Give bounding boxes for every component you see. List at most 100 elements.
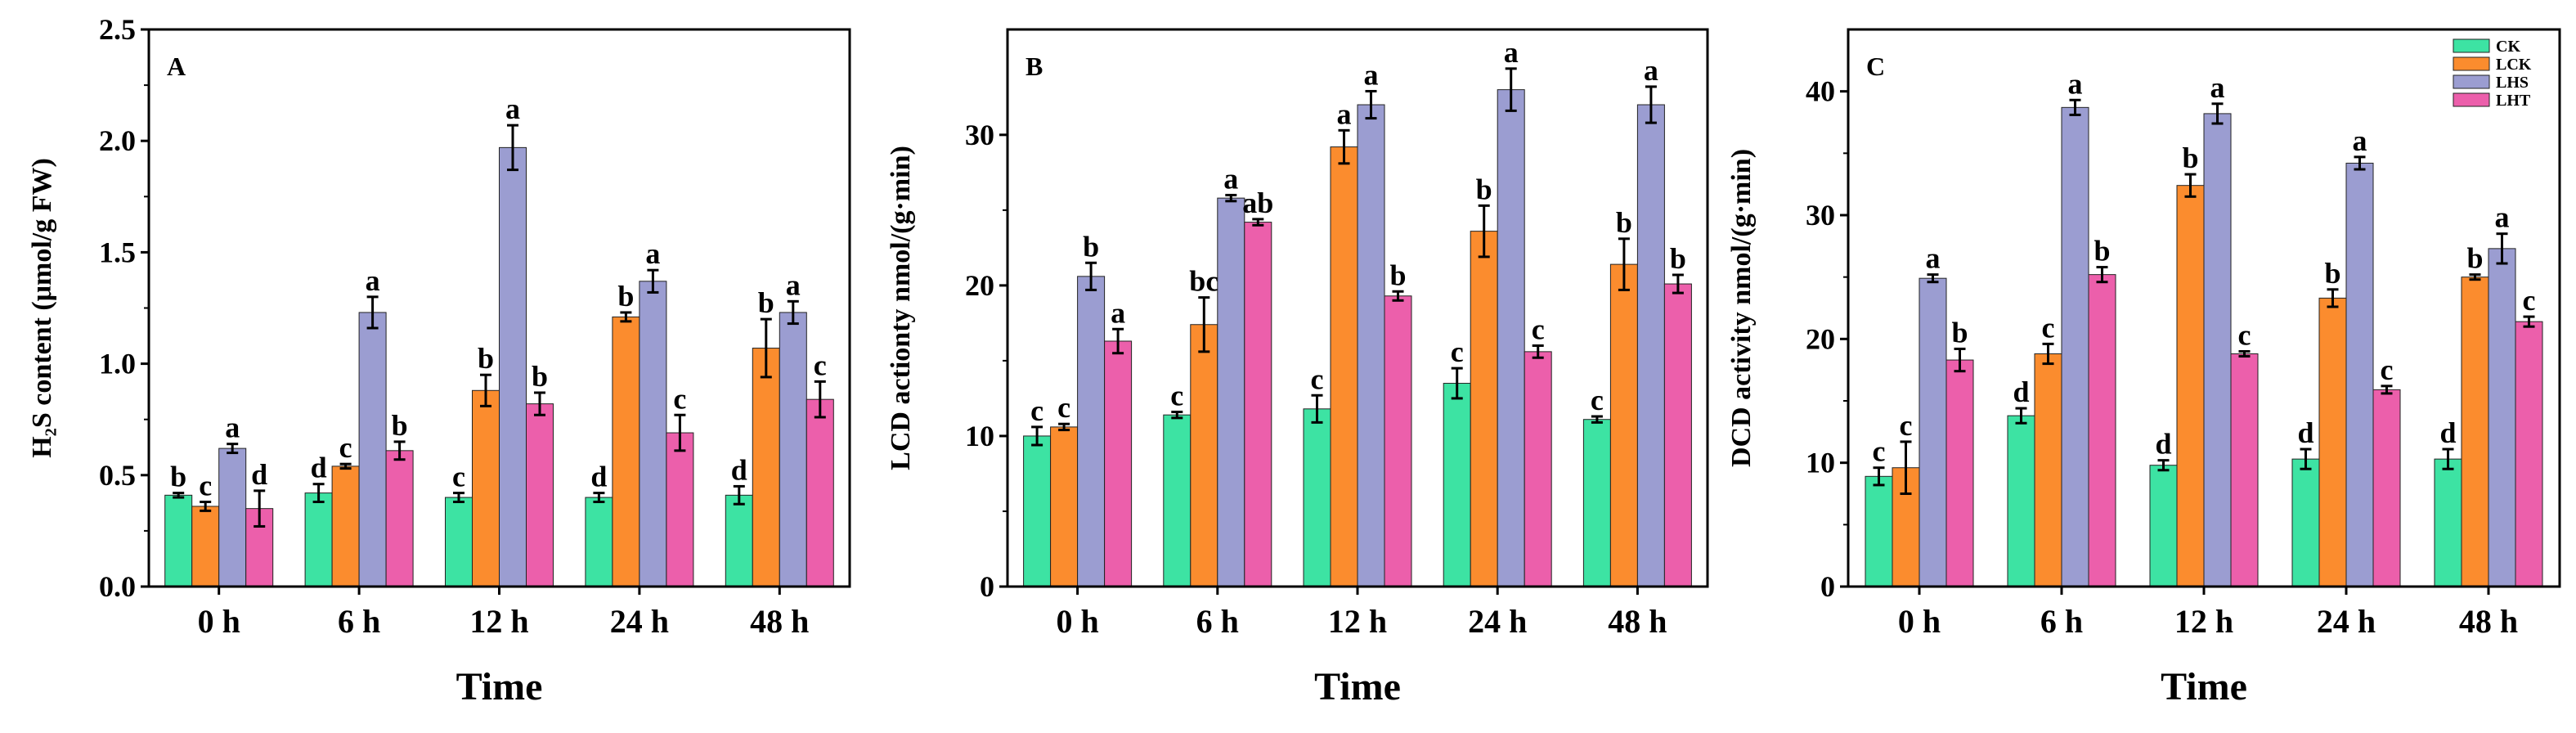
bar-lht-2 [2230,353,2259,587]
bar-lhs-3 [1497,89,1525,587]
significance-letter: a [1926,242,1941,275]
significance-letter: b [2094,235,2110,268]
bar-lht-0 [1104,340,1133,587]
error-bar-lht-0 [254,489,266,528]
significance-letter: a [2353,124,2367,157]
y-tick-label: 10 [965,420,994,452]
bar-lht-2 [526,403,554,587]
significance-letter: b [1670,242,1686,275]
error-bar-lht-4 [2523,315,2535,328]
error-bar-lhs-1 [2069,98,2081,116]
bar-lck-2 [472,389,500,587]
error-bar-ck-1 [2015,407,2027,425]
significance-letter: d [2155,428,2171,461]
bar-ck-3 [585,497,613,587]
significance-letter: b [2466,242,2483,275]
bar-lhs-0 [1077,276,1106,587]
bar-lck-2 [2176,185,2205,587]
error-bar-lck-1 [2042,342,2054,366]
bar-ck-1 [304,492,333,587]
error-bar-lht-3 [1532,344,1544,359]
error-bar-lck-1 [339,462,352,470]
bar-lck-1 [331,465,360,587]
error-bar-lhs-1 [366,295,379,330]
bar-lhs-2 [2203,113,2232,587]
error-bar-lck-2 [2184,173,2197,198]
bar-lhs-1 [1217,197,1245,587]
bar-ck-0 [1023,435,1052,587]
significance-letter: c [1532,313,1545,346]
error-bar-lck-3 [620,311,632,323]
significance-letter: a [366,264,380,297]
x-tick-label: 24 h [2317,603,2376,640]
error-bar-ck-1 [312,483,325,503]
significance-letter: bc [1189,265,1218,298]
bar-lht-4 [2515,321,2543,587]
bar-lhs-1 [2061,106,2089,587]
y-tick-label: 30 [1806,199,1835,232]
x-tick-label: 48 h [2459,603,2518,640]
error-bar-ck-0 [1873,466,1885,487]
error-bar-lhs-2 [2211,102,2224,125]
bar-lck-2 [1330,146,1358,587]
bar-lck-0 [191,506,220,587]
error-bar-lht-3 [2381,384,2393,395]
y-axis-title: DCD activity nmol/(g·min) [1726,149,1757,467]
error-bar-ck-4 [2442,447,2454,470]
significance-letter: b [170,461,186,493]
significance-letter: a [505,92,520,125]
x-tick-label: 0 h [1056,603,1098,640]
error-bar-lck-4 [2469,273,2481,281]
y-tick-label: 0 [980,570,994,603]
significance-letter: c [2523,284,2536,317]
bar-ck-2 [1303,408,1331,587]
error-bar-ck-4 [1591,415,1603,424]
y-tick-label: 20 [1806,322,1835,355]
error-bar-ck-0 [1031,425,1043,447]
bar-lhs-4 [2488,248,2516,587]
significance-letter: d [731,453,747,486]
y-tick-label: 2.0 [99,124,136,157]
error-bar-ck-1 [1171,410,1183,420]
bar-ck-2 [2149,465,2178,587]
error-bar-ck-2 [1311,393,1323,424]
y-tick-label: 1.5 [99,236,136,268]
significance-letter: c [1900,409,1913,442]
panel-label: B [1025,52,1043,81]
bar-lht-1 [2088,274,2116,587]
error-bar-lhs-4 [787,299,799,326]
bar-lck-4 [2461,277,2489,587]
significance-letter: b [617,280,634,313]
bar-lht-2 [1384,295,1412,587]
y-axis-title: LCD actionty nmol/(g·min) [886,146,916,470]
error-bar-ck-0 [173,492,185,499]
y-tick-label: 40 [1806,75,1835,108]
x-tick-label: 48 h [1608,603,1667,640]
x-tick-label: 6 h [2040,603,2083,640]
x-tick-label: 12 h [469,603,528,640]
bar-lhs-4 [1636,104,1665,587]
bar-lck-3 [1470,231,1498,587]
significance-letter: a [1364,58,1379,91]
x-tick-label: 12 h [2174,603,2233,640]
significance-letter: d [251,458,267,491]
bar-lhs-3 [639,281,667,587]
x-tick-label: 12 h [1328,603,1387,640]
legend-swatch-ck [2453,38,2490,53]
significance-letter: b [392,409,408,442]
y-tick-label: 20 [965,269,994,302]
significance-letter: c [1057,391,1070,424]
error-bar-lhs-2 [507,124,518,172]
y-tick-label: 30 [965,119,994,151]
bar-lhs-2 [1357,104,1385,587]
error-bar-lht-1 [393,440,406,461]
significance-letter: b [2182,142,2198,174]
error-bar-lht-1 [2096,266,2108,284]
legend-swatch-lhs [2453,74,2490,89]
bar-ck-4 [725,494,753,587]
x-axis-title: Time [2161,665,2247,708]
significance-letter: a [2210,71,2225,104]
